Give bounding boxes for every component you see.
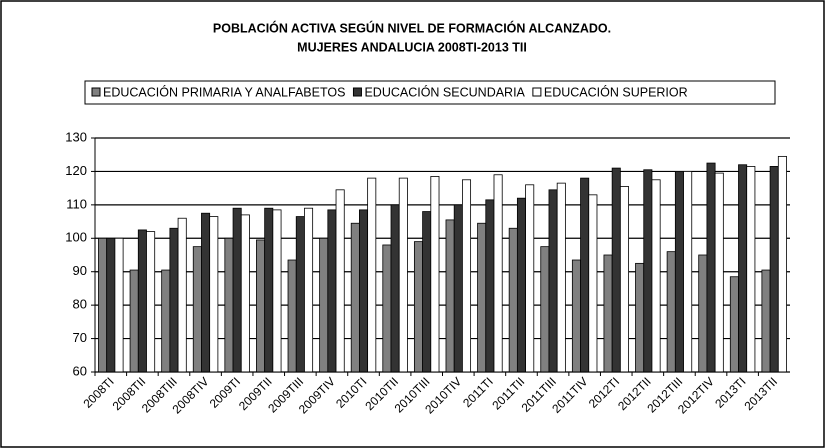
y-tick-label: 80	[73, 297, 87, 312]
bar	[382, 244, 392, 373]
y-tick-label: 70	[73, 330, 87, 345]
legend-swatch	[532, 87, 542, 97]
bar	[295, 216, 305, 373]
bar	[666, 251, 676, 373]
bar	[769, 166, 779, 373]
bar	[714, 172, 724, 373]
bar	[729, 276, 739, 373]
bar	[256, 239, 266, 373]
bar	[643, 169, 653, 373]
bar	[224, 237, 234, 373]
bar	[335, 189, 345, 373]
bar	[683, 171, 693, 373]
bar	[106, 237, 116, 373]
bar	[571, 259, 581, 373]
bar	[209, 216, 219, 373]
bar	[264, 207, 274, 373]
bar	[698, 254, 708, 373]
bar	[477, 222, 487, 373]
legend-label: EDUCACIÓN SUPERIOR	[544, 84, 688, 99]
bar	[580, 177, 590, 373]
y-tick-label: 110	[66, 196, 87, 211]
bar	[525, 184, 535, 373]
bar	[169, 227, 179, 373]
bar	[114, 237, 124, 373]
bar	[137, 229, 147, 373]
bar	[619, 186, 629, 373]
bar	[177, 217, 187, 373]
bar	[146, 231, 156, 373]
bar	[674, 171, 684, 373]
bar	[390, 204, 400, 373]
bar	[548, 189, 558, 373]
bar	[350, 222, 360, 373]
bar	[462, 179, 472, 373]
bar	[98, 237, 108, 373]
bar	[508, 227, 518, 373]
bar	[651, 179, 661, 373]
bar	[161, 269, 171, 373]
y-tick-label: 60	[73, 363, 87, 378]
bar	[453, 204, 463, 373]
y-tick-label: 120	[65, 163, 87, 178]
legend-label: EDUCACIÓN SECUNDARIA	[364, 84, 525, 99]
bar	[603, 254, 613, 373]
bar	[493, 174, 503, 373]
legend-swatch	[352, 87, 362, 97]
bar	[445, 219, 455, 373]
bar	[192, 246, 202, 373]
bar	[746, 166, 756, 373]
bar	[611, 167, 621, 373]
bar	[319, 237, 329, 373]
bar	[413, 241, 423, 373]
bar	[287, 259, 297, 373]
legend-label: EDUCACIÓN PRIMARIA Y ANALFABETOS	[103, 84, 345, 99]
bar	[485, 199, 495, 373]
chart-title: POBLACIÓN ACTIVA SEGÚN NIVEL DE FORMACIÓ…	[213, 20, 611, 35]
bar	[201, 212, 211, 373]
bar	[272, 209, 282, 373]
bar	[635, 262, 645, 373]
bar	[556, 182, 566, 373]
legend-swatch	[91, 87, 101, 97]
bar	[359, 209, 369, 373]
bar	[430, 176, 440, 373]
bar	[367, 177, 377, 373]
bar	[516, 197, 526, 373]
bar	[738, 164, 748, 373]
bar	[129, 269, 139, 373]
bar	[761, 269, 771, 373]
bar	[304, 207, 314, 373]
chart-subtitle: MUJERES ANDALUCIA 2008TI-2013 TII	[297, 40, 527, 54]
bar	[232, 207, 242, 373]
bar	[398, 177, 408, 373]
bar	[777, 155, 787, 373]
y-tick-label: 90	[73, 263, 87, 278]
y-tick-label: 130	[65, 129, 87, 144]
bar	[327, 209, 337, 373]
bar	[240, 214, 250, 373]
bar	[422, 211, 432, 373]
legend-box	[84, 80, 776, 105]
y-tick-label: 100	[65, 230, 87, 245]
bar	[540, 246, 550, 373]
bar	[588, 194, 598, 373]
bar	[706, 162, 716, 373]
